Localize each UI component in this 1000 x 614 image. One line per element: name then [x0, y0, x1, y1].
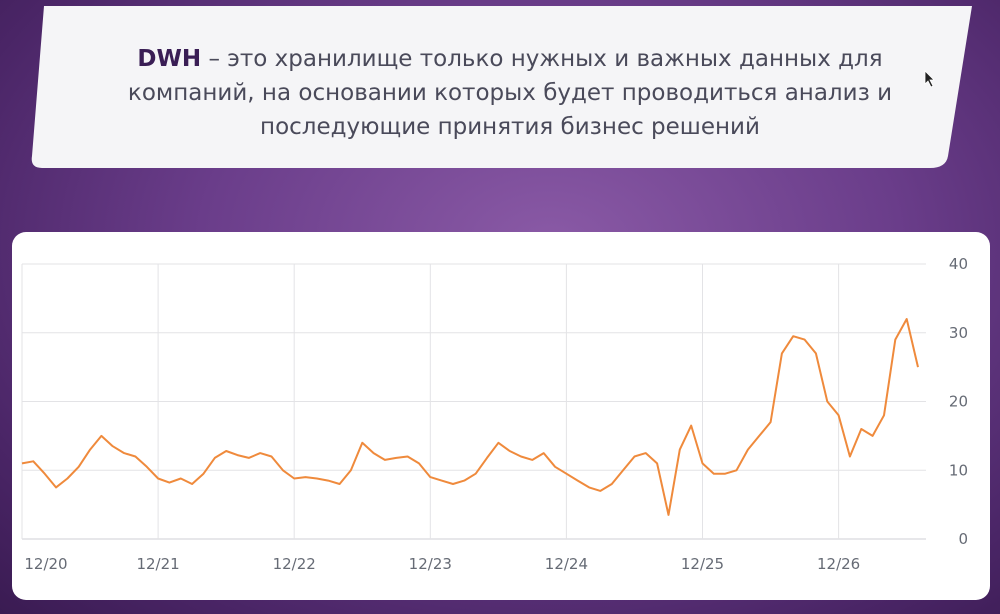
mouse-cursor-icon: [924, 70, 936, 92]
x-tick-label: 12/22: [273, 555, 316, 573]
definition-banner: DWH – это хранилище только нужных и важн…: [30, 6, 972, 168]
banner-background: [31, 6, 972, 168]
y-tick-label: 10: [949, 461, 968, 479]
banner-definition: – это хранилище только нужных и важных д…: [127, 46, 893, 140]
x-tick-label: 12/26: [817, 555, 860, 573]
x-tick-label: 12/21: [136, 555, 179, 573]
x-tick-label: 12/23: [409, 555, 452, 573]
x-tick-label: 12/20: [24, 555, 67, 573]
price-series-line: [21, 318, 919, 516]
y-tick-label: 0: [958, 530, 968, 548]
line-chart: 0 10 20 30 40 12/20 12/21 12/22 12/23 12/24 12/25…: [21, 255, 968, 573]
banner-text: DWH – это хранилище только нужных и важн…: [110, 42, 910, 144]
x-tick-label: 12/25: [681, 555, 724, 573]
x-axis-labels: 12/20 12/21 12/22 12/23 12/24 12/25 12/26: [24, 555, 860, 573]
chart-grid: [21, 263, 926, 540]
banner-keyword: DWH: [137, 46, 202, 72]
x-tick-label: 12/24: [545, 555, 588, 573]
y-tick-label: 40: [949, 255, 968, 273]
y-tick-label: 30: [949, 324, 968, 342]
chart-card: 0 10 20 30 40 12/20 12/21 12/22 12/23 12/24 12/25…: [12, 232, 990, 600]
y-axis-labels: 0 10 20 30 40: [949, 255, 968, 548]
y-tick-label: 20: [949, 393, 968, 411]
